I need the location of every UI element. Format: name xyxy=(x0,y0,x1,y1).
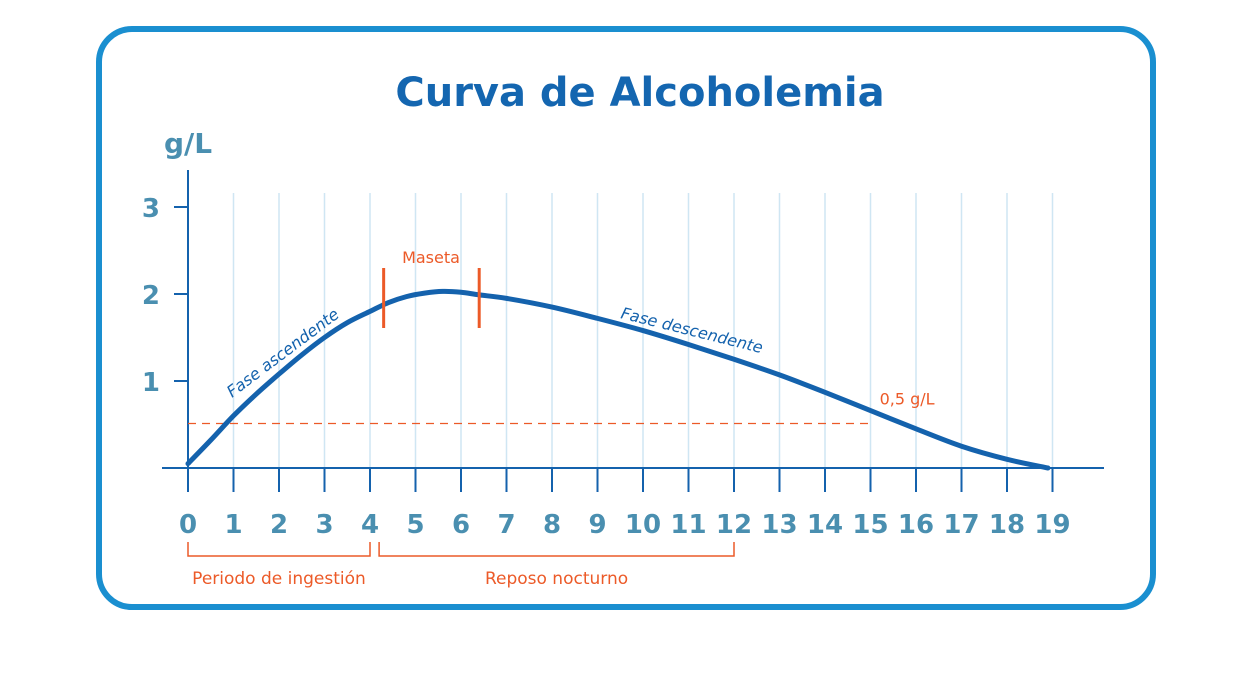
vertical-grid xyxy=(232,193,1054,468)
x-tick-label: 8 xyxy=(543,510,561,540)
x-tick-label: 2 xyxy=(270,510,288,540)
x-tick-label: 18 xyxy=(989,510,1025,540)
x-tick-label: 12 xyxy=(716,510,752,540)
y-tick-label: 3 xyxy=(142,194,160,224)
chart-title: Curva de Alcoholemia xyxy=(395,70,884,116)
y-tick-label: 2 xyxy=(142,281,160,311)
alcoholemia-curve xyxy=(185,288,1051,471)
threshold-label: 0,5 g/L xyxy=(880,390,935,409)
threshold-line-group: 0,5 g/L xyxy=(188,390,935,425)
x-tick-label: 11 xyxy=(670,510,706,540)
y-axis-label: g/L xyxy=(164,127,212,160)
ingestion-period-label: Periodo de ingestión xyxy=(192,569,366,589)
x-tick-label: 16 xyxy=(898,510,934,540)
period-bracket xyxy=(378,542,735,557)
plateau-marks: Maseta xyxy=(382,248,481,328)
x-tick-label: 10 xyxy=(625,510,661,540)
x-tick-label: 5 xyxy=(406,510,424,540)
x-tick-label: 19 xyxy=(1034,510,1070,540)
plateau-label: Maseta xyxy=(402,248,460,267)
period-bracket xyxy=(187,542,371,557)
x-tick-label: 3 xyxy=(315,510,333,540)
x-tick-label: 14 xyxy=(807,510,843,540)
y-tick-label: 1 xyxy=(142,368,160,398)
x-tick-label: 9 xyxy=(588,510,606,540)
period-brackets: Periodo de ingestión Reposo nocturno xyxy=(187,542,735,589)
x-tick-label: 6 xyxy=(452,510,470,540)
x-tick-label: 15 xyxy=(852,510,888,540)
x-tick-label: 13 xyxy=(761,510,797,540)
x-tick-label: 7 xyxy=(497,510,515,540)
x-tick-label: 0 xyxy=(179,510,197,540)
night-rest-label: Reposo nocturno xyxy=(485,569,628,589)
series-group xyxy=(185,288,1051,471)
x-tick-label: 4 xyxy=(361,510,379,540)
x-tick-label: 17 xyxy=(943,510,979,540)
chart-frame xyxy=(96,26,1156,610)
x-tick-label: 1 xyxy=(224,510,242,540)
